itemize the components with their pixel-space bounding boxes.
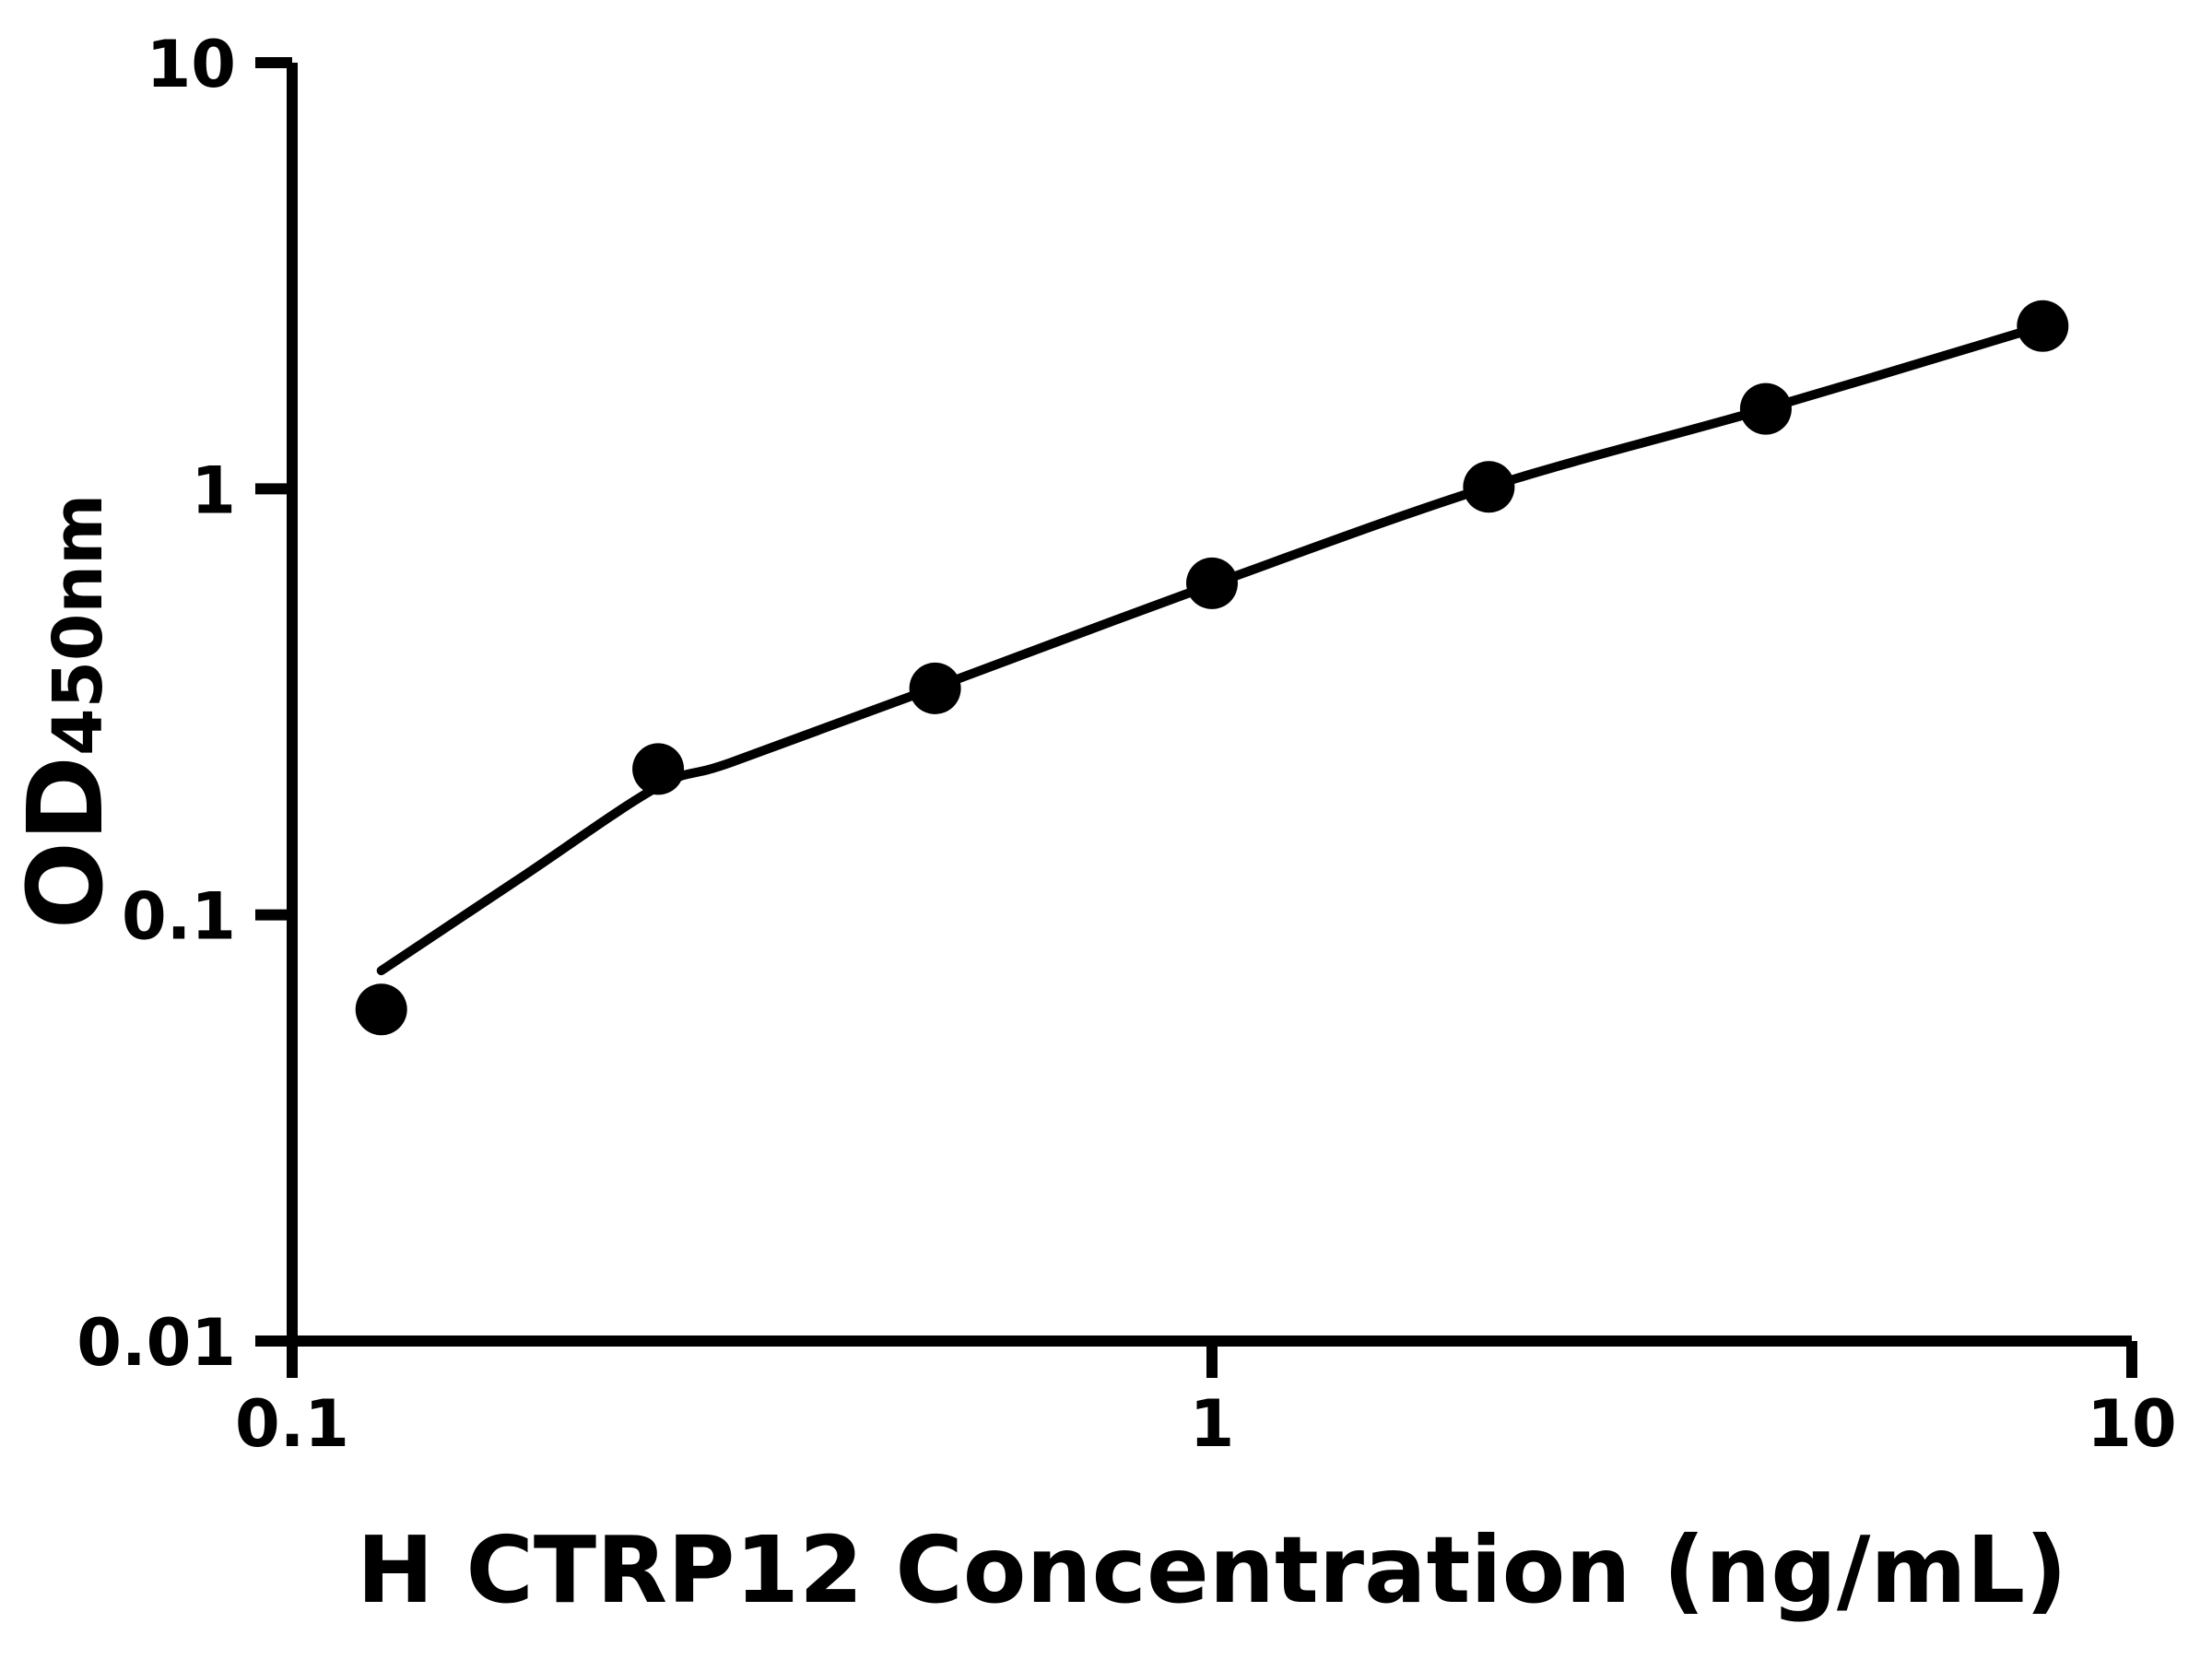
x-tick-label-0.1: 0.1 bbox=[235, 1386, 349, 1462]
y-tick-label-10: 10 bbox=[147, 27, 236, 102]
x-tick-label-1: 1 bbox=[1190, 1386, 1235, 1462]
y-axis-title-subscript: 450nm bbox=[39, 494, 118, 756]
data-point-2 bbox=[632, 743, 685, 795]
data-point-7 bbox=[2017, 300, 2069, 352]
data-point-5 bbox=[1463, 461, 1515, 513]
data-point-1 bbox=[355, 983, 407, 1036]
y-tick-label-1: 1 bbox=[191, 453, 236, 528]
y-axis-title-main: OD bbox=[6, 756, 126, 929]
y-axis-title: OD450nm bbox=[6, 494, 126, 929]
data-point-3 bbox=[909, 662, 961, 714]
fit-curve bbox=[376, 321, 2048, 976]
data-point-6 bbox=[1739, 382, 1792, 435]
x-axis-title: H CTRP12 Concentration (ng/mL) bbox=[357, 1516, 2067, 1624]
data-point-4 bbox=[1186, 557, 1238, 609]
axes-spine bbox=[287, 63, 2132, 1347]
y-tick-label-0.1: 0.1 bbox=[122, 879, 236, 955]
x-tick-label-10: 10 bbox=[2087, 1386, 2176, 1462]
y-tick-label-0.01: 0.01 bbox=[76, 1305, 236, 1381]
